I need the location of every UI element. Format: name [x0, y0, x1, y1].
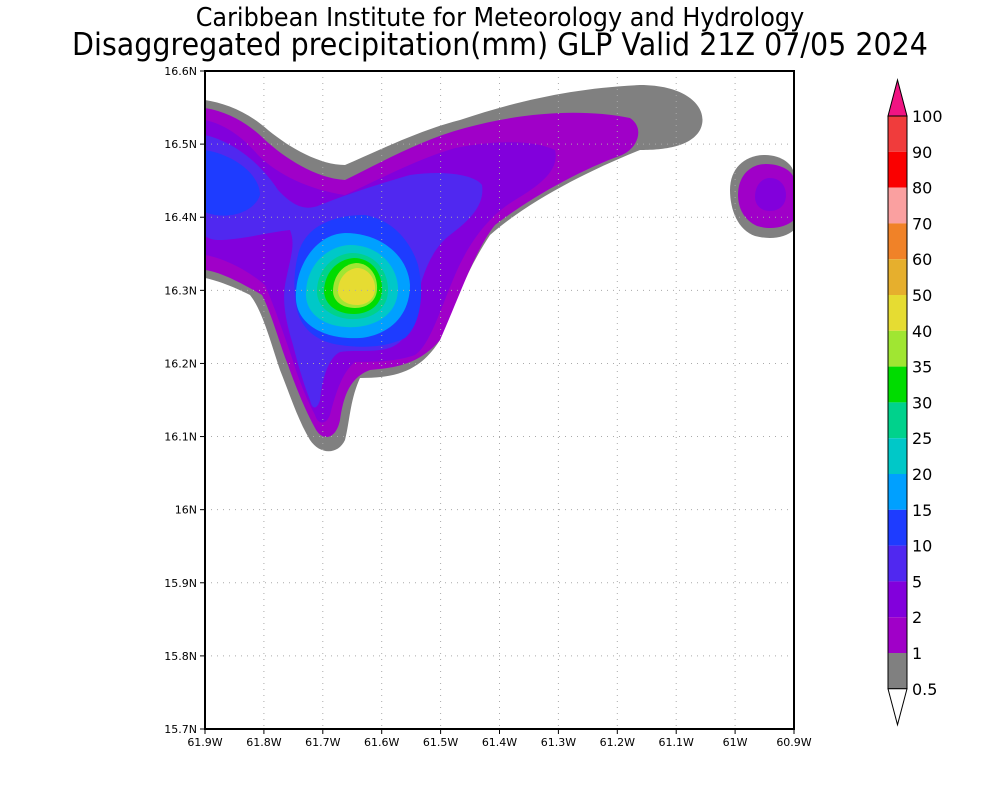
x-tick-label: 61.6W — [364, 736, 399, 749]
x-tick-label: 61.3W — [541, 736, 576, 749]
colorbar-label-2: 2 — [912, 608, 922, 627]
colorbar-swatch-90 — [888, 116, 907, 152]
y-tick-label: 16.3N — [164, 284, 197, 297]
colorbar-swatch-15 — [888, 474, 907, 510]
x-tick-label: 61W — [723, 736, 748, 749]
colorbar-label-30: 30 — [912, 393, 932, 412]
colorbar-swatch-40 — [888, 295, 907, 331]
x-tick-label: 61.4W — [482, 736, 517, 749]
colorbar-label-70: 70 — [912, 214, 932, 233]
colorbar-swatch-2 — [888, 581, 907, 618]
colorbar-swatch-0.5 — [888, 653, 907, 689]
colorbar-under-arrow — [887, 688, 908, 727]
precip-contour-40 — [338, 268, 376, 305]
y-tick-label: 16.6N — [164, 65, 197, 78]
colorbar-label-100: 100 — [912, 107, 943, 126]
colorbar-label-5: 5 — [912, 572, 922, 591]
precip-field — [205, 85, 794, 452]
colorbar-label-1: 1 — [912, 644, 922, 663]
x-tick-label: 61.5W — [423, 736, 458, 749]
colorbar-swatch-25 — [888, 402, 907, 439]
y-tick-label: 16N — [175, 504, 197, 517]
colorbar-over-arrow — [887, 78, 908, 117]
x-tick-label: 61.8W — [246, 736, 281, 749]
chart-subtitle: Disaggregated precipitation(mm) GLP Vali… — [72, 27, 928, 63]
y-tick-label: 16.2N — [164, 357, 197, 370]
colorbar-label-35: 35 — [912, 358, 932, 377]
colorbar-swatch-30 — [888, 366, 907, 403]
colorbar-label-80: 80 — [912, 179, 932, 198]
x-tick-label: 61.9W — [187, 736, 222, 749]
colorbar-swatch-80 — [888, 151, 907, 188]
colorbar-label-15: 15 — [912, 501, 932, 520]
colorbar-swatch-70 — [888, 187, 907, 224]
precip-contour-10 — [205, 150, 260, 216]
colorbar-label-90: 90 — [912, 143, 932, 162]
x-tick-label: 60.9W — [776, 736, 811, 749]
x-tick-label: 61.7W — [305, 736, 340, 749]
colorbar-label-25: 25 — [912, 429, 932, 448]
y-tick-label: 16.1N — [164, 431, 197, 444]
colorbar-swatch-10 — [888, 509, 907, 546]
x-tick-label: 61.1W — [659, 736, 694, 749]
colorbar-swatch-35 — [888, 330, 907, 367]
y-tick-label: 15.8N — [164, 650, 197, 663]
map-axes: 61.9W 61.8W 61.7W 61.6W 61.5W 61.4W 61.3W 61.2W… — [164, 65, 812, 749]
x-tick-label: 61.2W — [600, 736, 635, 749]
y-tick-label: 16.5N — [164, 138, 197, 151]
chart-title: Caribbean Institute for Meteorology and … — [195, 3, 805, 33]
colorbar-label-50: 50 — [912, 286, 932, 305]
colorbar-swatch-20 — [888, 438, 907, 474]
colorbar-swatch-50 — [888, 259, 907, 295]
colorbar-label-10: 10 — [912, 537, 932, 556]
precip-contour-2-east — [755, 178, 786, 211]
y-tick-label: 16.4N — [164, 211, 197, 224]
y-tick-label: 15.7N — [164, 723, 197, 736]
colorbar-label-60: 60 — [912, 250, 932, 269]
colorbar-label-20: 20 — [912, 465, 932, 484]
colorbar-swatch-60 — [888, 223, 907, 260]
colorbar-label-0.5: 0.5 — [912, 680, 937, 699]
map-grid — [205, 71, 794, 729]
colorbar-swatch-1 — [888, 617, 907, 653]
y-tick-label: 15.9N — [164, 577, 197, 590]
colorbar-swatch-5 — [888, 545, 907, 582]
colorbar-label-40: 40 — [912, 322, 932, 341]
